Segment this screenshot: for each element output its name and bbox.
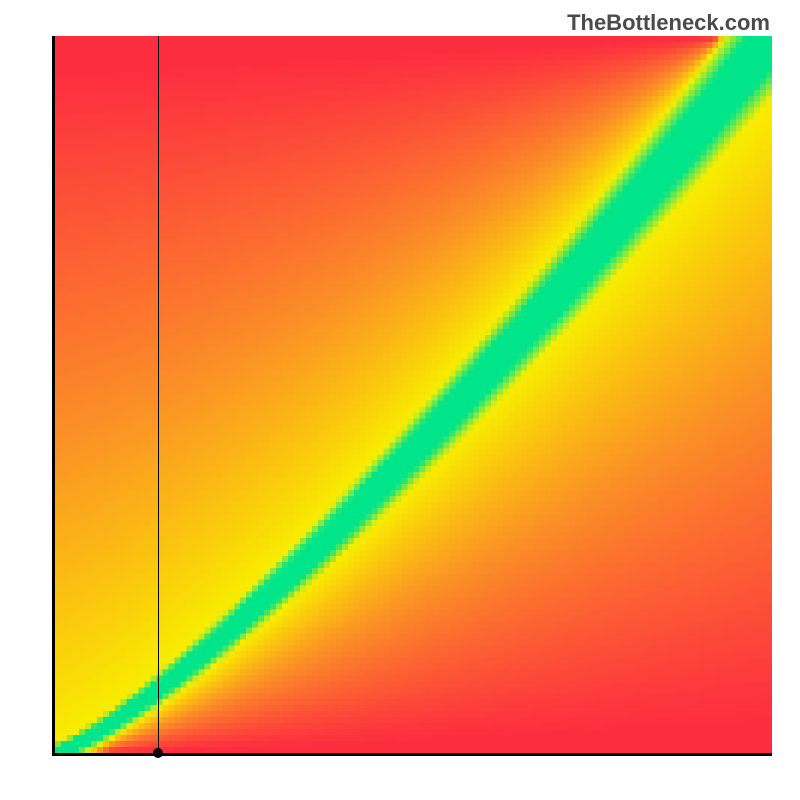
heatmap-canvas <box>55 36 772 753</box>
selection-marker <box>153 748 163 758</box>
selection-vertical-line <box>158 36 159 753</box>
bottleneck-heatmap <box>52 36 772 756</box>
watermark: TheBottleneck.com <box>567 10 770 36</box>
